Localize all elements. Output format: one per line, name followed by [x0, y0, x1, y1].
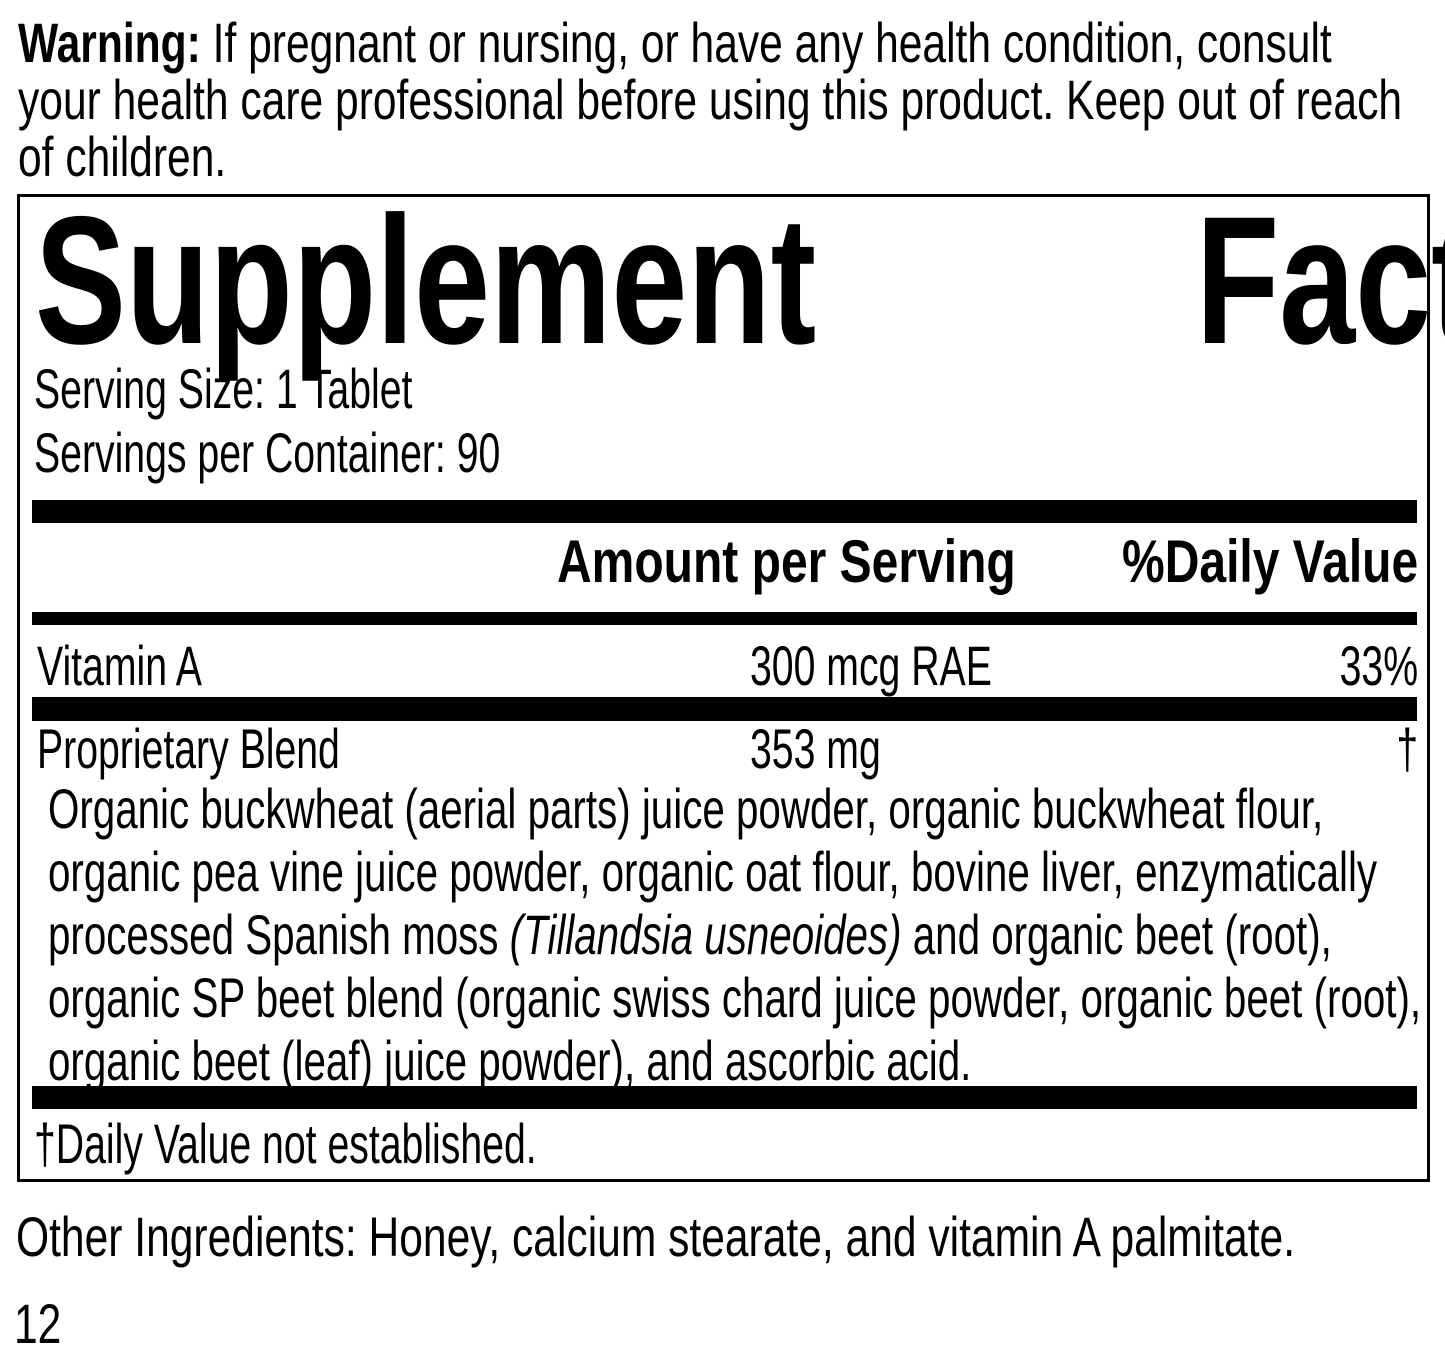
page-number: 12	[14, 1292, 62, 1355]
thick-divider-bottom	[32, 1086, 1417, 1109]
column-header-daily-value: %Daily Value	[1121, 528, 1418, 595]
nutrient-row-daily-value: 33%	[1339, 634, 1418, 697]
serving-size-text: Serving Size: 1 Tablet	[34, 357, 413, 420]
blend-description-latin-name: (Tillandsia usneoides)	[509, 903, 902, 966]
other-ingredients-text: Other Ingredients: Honey, calcium steara…	[16, 1205, 1296, 1268]
column-header-amount-per-serving: Amount per Serving	[557, 528, 1016, 595]
nutrient-row-name: Vitamin A	[37, 634, 202, 697]
warning-body-text: If pregnant or nursing, or have any heal…	[18, 11, 1403, 188]
divider-under-headers	[32, 612, 1417, 625]
panel-title-word-facts: Facts	[1195, 178, 1445, 382]
warning-paragraph: Warning: If pregnant or nursing, or have…	[18, 14, 1409, 185]
daily-value-footnote: †Daily Value not established.	[34, 1112, 537, 1175]
thick-divider-top	[32, 500, 1417, 523]
blend-row-name: Proprietary Blend	[37, 717, 340, 780]
blend-row-amount: 353 mg	[750, 717, 881, 780]
nutrient-row-amount: 300 mcg RAE	[750, 634, 992, 697]
blend-description-part2: and organic beet (root), organic SP beet…	[48, 903, 1422, 1092]
panel-title: Supplement Facts	[35, 178, 1445, 382]
panel-title-word-supplement: Supplement	[35, 178, 817, 382]
warning-label: Warning:	[18, 11, 201, 74]
blend-row-dagger: †	[1396, 717, 1418, 780]
blend-description: Organic buckwheat (aerial parts) juice p…	[48, 777, 1445, 1092]
blend-description-part1: Organic buckwheat (aerial parts) juice p…	[48, 777, 1378, 966]
servings-per-container-text: Servings per Container: 90	[34, 421, 501, 484]
supplement-facts-panel: Supplement Facts Serving Size: 1 Tablet …	[17, 189, 1445, 1182]
thick-divider-middle	[32, 697, 1417, 721]
